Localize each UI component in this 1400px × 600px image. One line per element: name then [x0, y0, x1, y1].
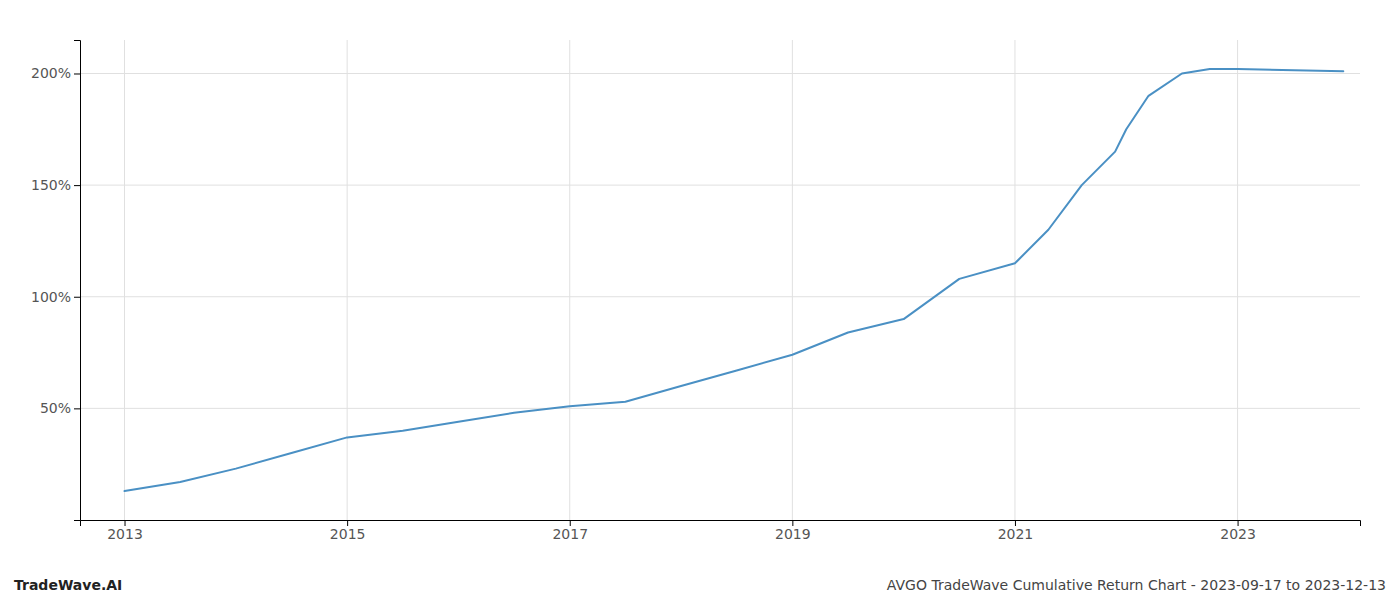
- axis-line: [74, 41, 81, 521]
- tick: 50%: [40, 400, 80, 416]
- tick: 150%: [31, 177, 80, 193]
- tick-mark: [74, 297, 80, 298]
- tick: 200%: [31, 65, 80, 81]
- tick-label: 100%: [31, 289, 71, 305]
- tick-mark: [74, 408, 80, 409]
- tick: 2015: [330, 520, 366, 542]
- grid-line: [80, 408, 1360, 409]
- tick: 2023: [1220, 520, 1256, 542]
- series-group: [125, 69, 1344, 491]
- tick-mark: [74, 73, 80, 74]
- tick: 2019: [775, 520, 811, 542]
- axis-line: [81, 521, 1361, 527]
- tick-label: 50%: [40, 400, 71, 416]
- tick-label: 2013: [107, 526, 143, 542]
- tick-label: 150%: [31, 177, 71, 193]
- grid-line: [124, 40, 125, 520]
- tick-label: 2023: [1220, 526, 1256, 542]
- title: AVGO TradeWave Cumulative Return Chart -…: [887, 577, 1386, 593]
- grid-line: [347, 40, 348, 520]
- tick-label: 200%: [31, 65, 71, 81]
- y-axis: 50% 100% 150% 200%: [31, 41, 81, 521]
- grid-line: [792, 40, 793, 520]
- grid-line: [80, 73, 1360, 74]
- tick-label: 2021: [998, 526, 1034, 542]
- tick-label: 2019: [775, 526, 811, 542]
- grid-line: [80, 185, 1360, 186]
- line: [125, 69, 1344, 491]
- tick: 2021: [998, 520, 1034, 542]
- tick: 100%: [31, 289, 80, 305]
- tick-label: 2017: [552, 526, 588, 542]
- watermark: TradeWave.AI: [14, 577, 122, 593]
- grid: [80, 40, 1360, 520]
- tick-mark: [74, 185, 80, 186]
- grid-line: [80, 296, 1360, 297]
- tick: 2013: [107, 520, 143, 542]
- chart: 2013 2015 2017 2019 2021 2023 50% 100% 150% 200% T…: [0, 0, 1400, 600]
- tick: 2017: [552, 520, 588, 542]
- grid-line: [1014, 40, 1015, 520]
- x-axis: 2013 2015 2017 2019 2021 2023: [81, 520, 1361, 542]
- grid-line: [569, 40, 570, 520]
- grid-line: [1237, 40, 1238, 520]
- plot-area: 2013 2015 2017 2019 2021 2023 50% 100% 150% 200%: [31, 40, 1361, 542]
- tick-label: 2015: [330, 526, 366, 542]
